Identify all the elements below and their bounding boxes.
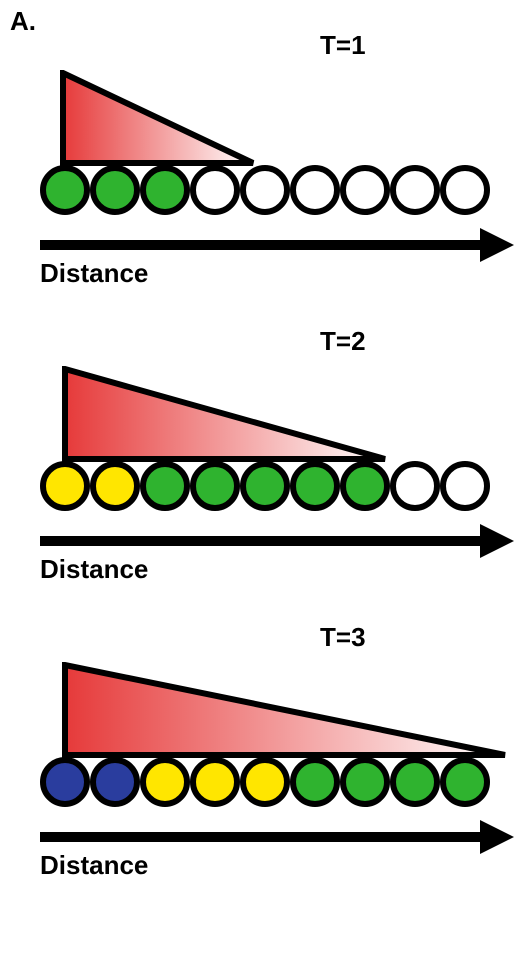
morphogen-gradient xyxy=(60,70,256,171)
morphogen-gradient xyxy=(62,662,508,763)
cell xyxy=(190,165,240,215)
cell xyxy=(190,461,240,511)
cell xyxy=(240,165,290,215)
distance-axis-label: Distance xyxy=(40,554,148,585)
cell xyxy=(340,757,390,807)
cell xyxy=(90,461,140,511)
cell xyxy=(40,461,90,511)
time-label: T=3 xyxy=(320,622,366,653)
time-label: T=2 xyxy=(320,326,366,357)
cell xyxy=(40,757,90,807)
panel-label: A. xyxy=(10,6,36,37)
cell xyxy=(140,461,190,511)
distance-axis-label: Distance xyxy=(40,850,148,881)
cell xyxy=(140,757,190,807)
cell xyxy=(390,757,440,807)
cell xyxy=(90,757,140,807)
cell xyxy=(440,757,490,807)
cell xyxy=(290,461,340,511)
cell xyxy=(340,165,390,215)
cell xyxy=(340,461,390,511)
cell-row xyxy=(40,165,490,215)
cell xyxy=(140,165,190,215)
cell xyxy=(440,461,490,511)
cell-row xyxy=(40,757,490,807)
time-label: T=1 xyxy=(320,30,366,61)
cell xyxy=(240,461,290,511)
cell xyxy=(190,757,240,807)
cell xyxy=(90,165,140,215)
distance-axis-label: Distance xyxy=(40,258,148,289)
cell xyxy=(390,165,440,215)
cell xyxy=(440,165,490,215)
cell-row xyxy=(40,461,490,511)
cell xyxy=(390,461,440,511)
morphogen-gradient xyxy=(62,366,388,467)
cell xyxy=(290,165,340,215)
cell xyxy=(290,757,340,807)
cell xyxy=(240,757,290,807)
figure-panel-A: { "panel_label": { "text": "A.", "x": 10… xyxy=(0,0,526,959)
cell xyxy=(40,165,90,215)
